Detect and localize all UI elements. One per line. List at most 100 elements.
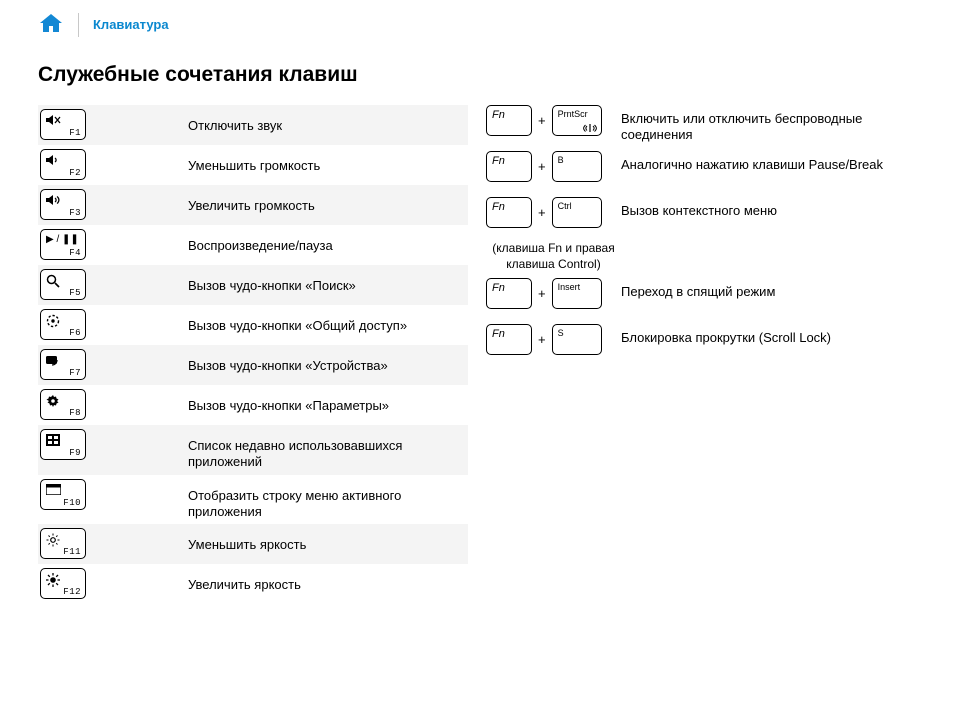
fkey-row: F10 Отобразить строку меню активного прил… [38, 475, 468, 525]
key-desc: Отобразить строку меню активного приложе… [188, 479, 468, 521]
key-secondary: Insert [552, 278, 602, 309]
home-icon[interactable] [38, 12, 64, 37]
combo-desc: Вызов контекстного меню [621, 197, 916, 219]
plus-sign: + [532, 324, 552, 355]
combo-row: Fn + Ctrl Вызов контекстного меню [486, 197, 916, 239]
breadcrumb-bar: Клавиатура [0, 0, 954, 47]
key-cell: F12 [38, 568, 188, 599]
key-sublabel: F9 [69, 448, 81, 458]
bright-down-icon [46, 533, 60, 547]
key-combo: Fn+PrntScr [486, 105, 621, 136]
key-desc: Вызов чудо-кнопки «Поиск» [188, 269, 468, 294]
settings-icon [46, 394, 60, 408]
key-desc: Уменьшить громкость [188, 149, 468, 174]
vol-down-icon [46, 154, 61, 166]
page-title: Служебные сочетания клавиш [0, 47, 954, 105]
devices-icon [46, 354, 60, 366]
key-f4: ▶ / ❚❚F4 [40, 229, 86, 260]
menu-bar-icon [46, 484, 61, 495]
key-sublabel: F12 [63, 587, 81, 597]
key-f11: F11 [40, 528, 86, 559]
fkey-row: F3Увеличить громкость [38, 185, 468, 225]
key-secondary: PrntScr [552, 105, 602, 136]
key-label: S [558, 328, 564, 338]
key-secondary: B [552, 151, 602, 182]
fkey-row: F1 Отключить звук [38, 105, 468, 145]
combo-row: Fn + S Блокировка прокрутки (Scroll Lock) [486, 324, 916, 366]
fkey-row: F8 Вызов чудо-кнопки «Параметры» [38, 385, 468, 425]
key-label: Fn [492, 201, 505, 213]
key-secondary: Ctrl [552, 197, 602, 228]
combo-row: Fn + Insert Переход в спящий режим [486, 278, 916, 320]
fkey-row: F2 Уменьшить громкость [38, 145, 468, 185]
key-cell: F2 [38, 149, 188, 180]
key-f8: F8 [40, 389, 86, 420]
search-icon [46, 274, 60, 288]
key-sublabel: F10 [63, 498, 81, 508]
key-desc: Вызов чудо-кнопки «Устройства» [188, 349, 468, 374]
combo-desc: Включить или отключить беспроводные соед… [621, 105, 916, 144]
mute-icon [46, 114, 61, 126]
key-combo: Fn + S [486, 324, 621, 355]
key-cell: F6 [38, 309, 188, 340]
recent-icon [46, 434, 60, 446]
key-sublabel: F3 [69, 208, 81, 218]
key-label: Ctrl [558, 201, 572, 211]
key-label: PrntScr [558, 109, 588, 119]
key-sublabel: F11 [63, 547, 81, 557]
combo-desc: Блокировка прокрутки (Scroll Lock) [621, 324, 916, 346]
fkey-row: ▶ / ❚❚F4Воспроизведение/пауза [38, 225, 468, 265]
key-sublabel: F2 [69, 168, 81, 178]
key-f5: F5 [40, 269, 86, 300]
key-cell: F8 [38, 389, 188, 420]
key-f2: F2 [40, 149, 86, 180]
key-desc: Отключить звук [188, 109, 468, 134]
key-label: Fn [492, 109, 505, 121]
combo-row: Fn+PrntScrВключить или отключить беспров… [486, 105, 916, 147]
combo-desc: Переход в спящий режим [621, 278, 916, 300]
key-sublabel: F4 [69, 248, 81, 258]
key-sublabel: F8 [69, 408, 81, 418]
key-cell: F7 [38, 349, 188, 380]
key-label: B [558, 155, 564, 165]
breadcrumb-divider [78, 13, 79, 37]
key-desc: Вызов чудо-кнопки «Общий доступ» [188, 309, 468, 334]
key-cell: ▶ / ❚❚F4 [38, 229, 188, 260]
fkey-row: F12Увеличить яркость [38, 564, 468, 604]
key-sublabel: F6 [69, 328, 81, 338]
key-fn: Fn [486, 105, 532, 136]
key-label: Fn [492, 282, 505, 294]
key-label: Fn [492, 328, 505, 340]
key-f12: F12 [40, 568, 86, 599]
key-cell: F5 [38, 269, 188, 300]
key-cell: F9 [38, 429, 188, 460]
key-desc: Вызов чудо-кнопки «Параметры» [188, 389, 468, 414]
plus-sign: + [532, 278, 552, 309]
fkey-row: F11 Уменьшить яркость [38, 524, 468, 564]
fkey-row: F5 Вызов чудо-кнопки «Поиск» [38, 265, 468, 305]
key-secondary: S [552, 324, 602, 355]
key-desc: Уменьшить яркость [188, 528, 468, 553]
key-sublabel: F5 [69, 288, 81, 298]
key-f6: F6 [40, 309, 86, 340]
key-sublabel: F7 [69, 368, 81, 378]
key-cell: F11 [38, 528, 188, 559]
combo-note: (клавиша Fn и правая клавиша Control) [486, 241, 621, 272]
key-combo: Fn+B [486, 151, 621, 182]
key-f3: F3 [40, 189, 86, 220]
share-icon [46, 314, 60, 328]
fkey-row: F6 Вызов чудо-кнопки «Общий доступ» [38, 305, 468, 345]
key-f9: F9 [40, 429, 86, 460]
key-fn: Fn [486, 197, 532, 228]
key-combo: Fn + Insert [486, 278, 621, 309]
key-label: Insert [558, 282, 581, 292]
breadcrumb-label[interactable]: Клавиатура [93, 17, 169, 32]
plus-sign: + [532, 197, 552, 228]
combo-desc: Аналогично нажатию клавиши Pause/Break [621, 151, 916, 173]
key-fn: Fn [486, 278, 532, 309]
key-cell: F10 [38, 479, 188, 510]
key-f10: F10 [40, 479, 86, 510]
key-fn: Fn [486, 324, 532, 355]
key-sublabel: F1 [69, 128, 81, 138]
content-columns: F1Отключить звукF2Уменьшить громкостьF3У… [0, 105, 954, 604]
